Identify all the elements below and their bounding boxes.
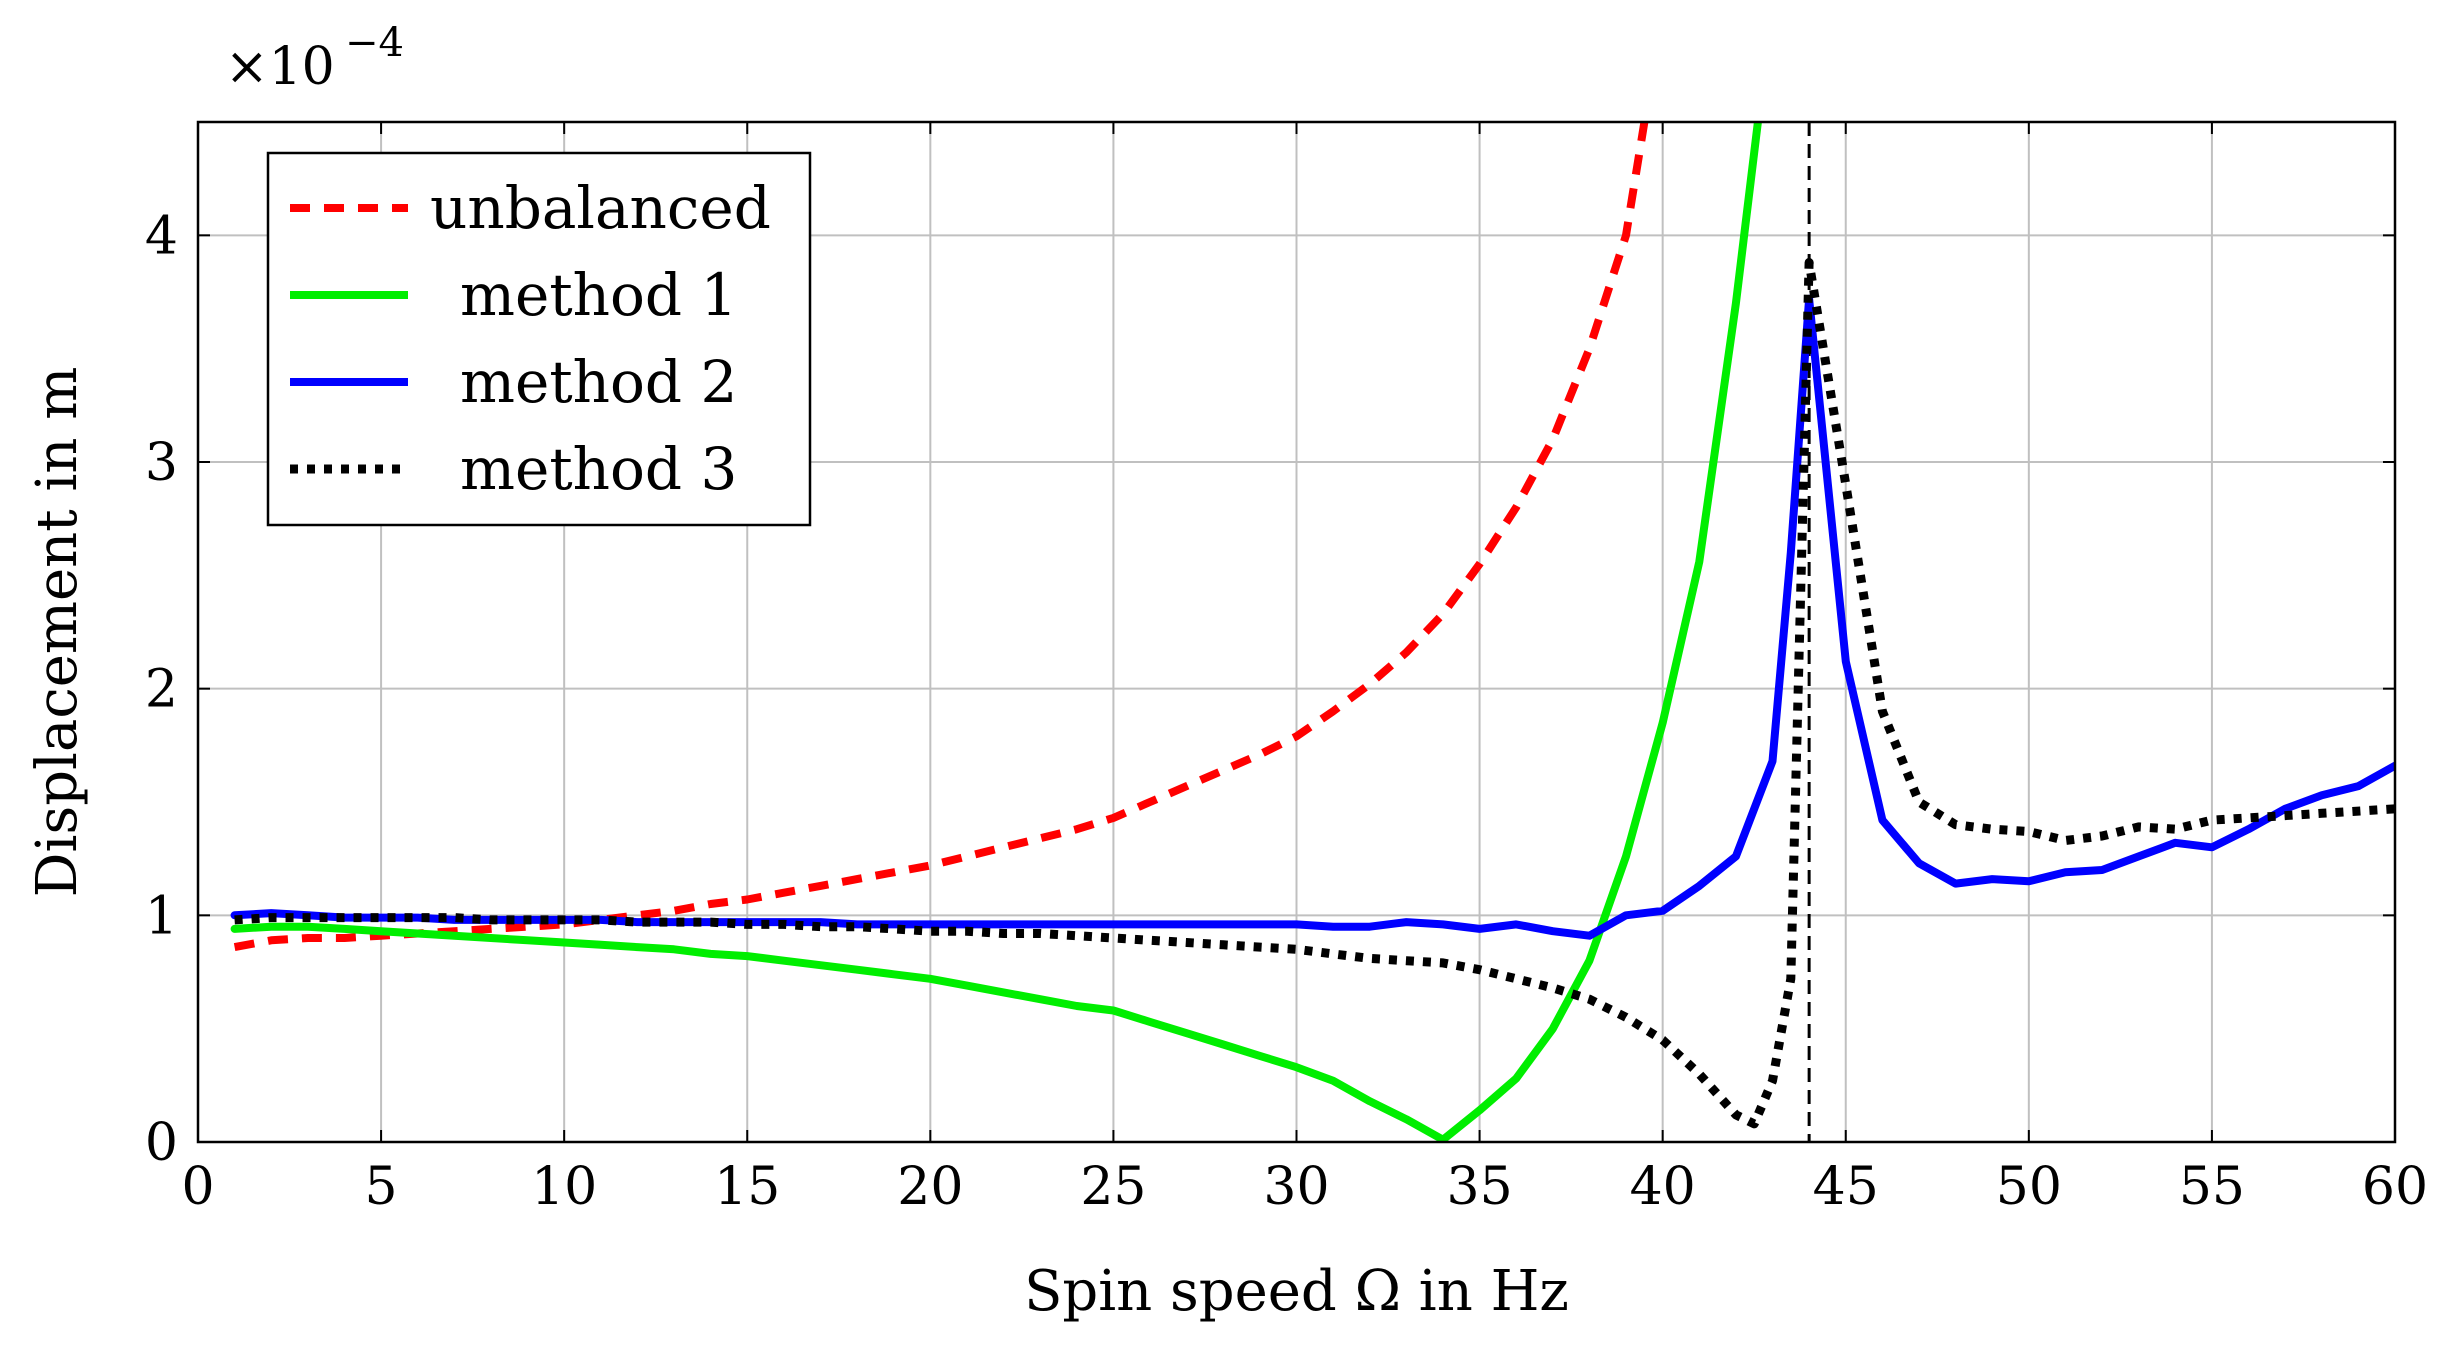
y-tick-label: 4 [145, 206, 178, 266]
legend-label: method 2 [460, 348, 737, 416]
legend-label: method 1 [460, 261, 737, 329]
x-tick-label: 30 [1263, 1157, 1329, 1217]
y-tick-label: 0 [145, 1113, 178, 1173]
legend: unbalanced method 1 method 2 method 3 [266, 151, 812, 527]
legend-label: method 3 [460, 435, 737, 503]
x-tick-label: 20 [897, 1157, 963, 1217]
y-tick-label: 1 [145, 886, 178, 946]
x-tick-label: 25 [1080, 1157, 1146, 1217]
series-line-unbalanced [233, 122, 1649, 952]
tick-labels: 0 5 10 15 20 25 30 35 40 45 50 55 60 0 1 2 3 4 [145, 206, 2428, 1217]
x-tick-label: 5 [365, 1157, 398, 1217]
y-tick-label: 3 [145, 433, 178, 493]
series-group [230, 122, 2395, 1142]
x-tick-label: 45 [1813, 1157, 1879, 1217]
x-tick-label: 15 [714, 1157, 780, 1217]
series-line-method-1 [230, 122, 1762, 1142]
y-tick-label: 2 [145, 660, 178, 720]
scale-multiplier: ×10 −4 [225, 20, 404, 97]
y-axis-label: Displacement in m [25, 367, 90, 898]
x-axis-label: Spin speed Ω in Hz [1024, 1259, 1569, 1324]
legend-items: unbalanced method 1 method 2 method 3 [290, 174, 771, 503]
series-line-method-3 [234, 258, 2395, 1129]
scale-multiplier-exponent: −4 [345, 20, 404, 66]
scale-multiplier-base: ×10 [225, 37, 335, 97]
legend-label: unbalanced [430, 174, 771, 242]
legend-box [266, 151, 812, 527]
x-tick-label: 50 [1996, 1157, 2062, 1217]
x-tick-label: 0 [181, 1157, 214, 1217]
x-tick-label: 60 [2362, 1157, 2428, 1217]
series-line-method-2 [230, 294, 2395, 940]
x-tick-label: 40 [1630, 1157, 1696, 1217]
x-tick-label: 35 [1446, 1157, 1512, 1217]
ticks [197, 122, 2396, 1143]
x-tick-label: 55 [2179, 1157, 2245, 1217]
x-tick-label: 10 [531, 1157, 597, 1217]
